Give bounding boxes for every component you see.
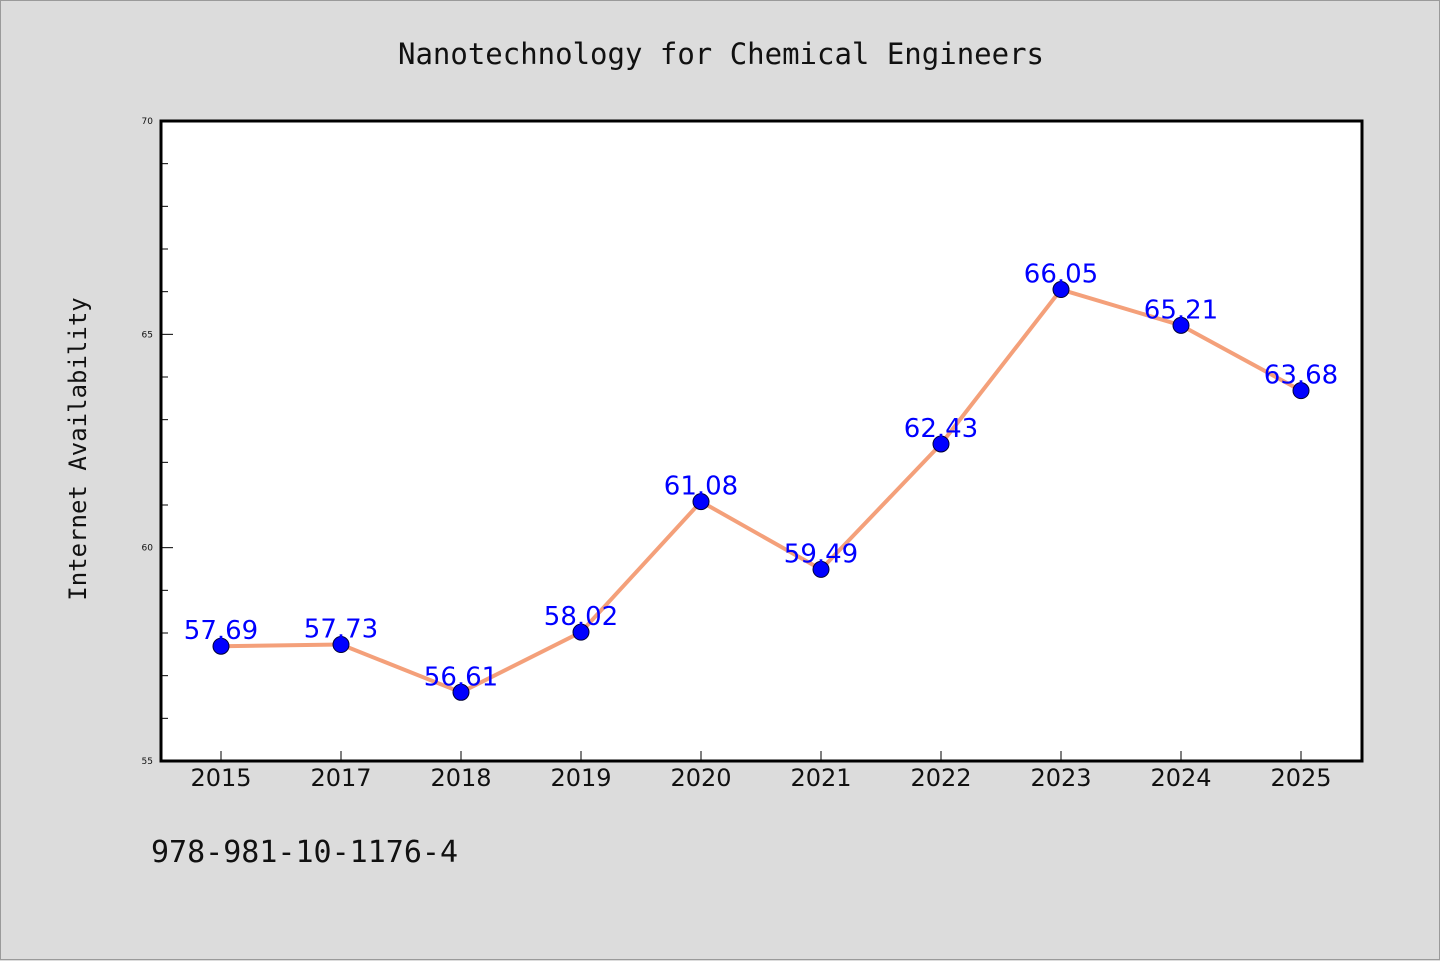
data-label: 58.02 [544, 602, 618, 632]
x-tick-label: 2017 [310, 764, 371, 792]
data-label: 59.49 [784, 539, 858, 569]
x-tick-label: 2018 [430, 764, 491, 792]
x-tick-label: 2021 [790, 764, 851, 792]
data-label: 61.08 [664, 472, 738, 502]
data-point [1172, 316, 1190, 334]
x-tick-label: 2022 [910, 764, 971, 792]
data-point [452, 683, 470, 701]
plot-border [159, 119, 1364, 763]
data-point [332, 636, 350, 654]
x-tick-label: 2019 [550, 764, 611, 792]
data-label: 57.73 [304, 615, 378, 645]
y-axis-label: Internet Availability [64, 297, 92, 600]
data-point [1052, 281, 1070, 299]
data-label: 63.68 [1264, 361, 1338, 391]
data-point [812, 560, 830, 578]
data-point [692, 493, 710, 511]
y-tick-label: 60 [142, 544, 154, 554]
data-point [572, 623, 590, 641]
isbn-footer: 978-981-10-1176-4 [151, 835, 459, 870]
y-tick-label: 70 [142, 117, 154, 127]
y-tick-label: 55 [142, 757, 153, 767]
data-label: 56.61 [424, 662, 498, 692]
x-tick-label: 2023 [1030, 764, 1091, 792]
x-tick-label: 2024 [1150, 764, 1211, 792]
data-label: 65.21 [1144, 295, 1218, 325]
data-point [212, 637, 230, 655]
plot-area [161, 121, 1362, 761]
x-tick-label: 2025 [1270, 764, 1331, 792]
data-point [932, 435, 950, 453]
data-label: 66.05 [1024, 260, 1098, 290]
data-point [1292, 382, 1310, 400]
y-tick-label: 65 [142, 330, 153, 340]
x-axis-ticks: 2015 2017 2018 2019 2020 2021 2022 2023 2024 2025 [190, 751, 1332, 792]
series-line [220, 287, 1302, 695]
data-labels: 57.69 57.73 56.61 58.02 61.08 59.49 62.43 66.05… [184, 260, 1338, 693]
x-tick-label: 2015 [190, 764, 251, 792]
data-label: 62.43 [904, 414, 978, 444]
x-tick-label: 2020 [670, 764, 731, 792]
chart-title: Nanotechnology for Chemical Engineers [398, 37, 1044, 71]
data-markers [212, 281, 1310, 701]
data-label: 57.69 [184, 616, 258, 646]
